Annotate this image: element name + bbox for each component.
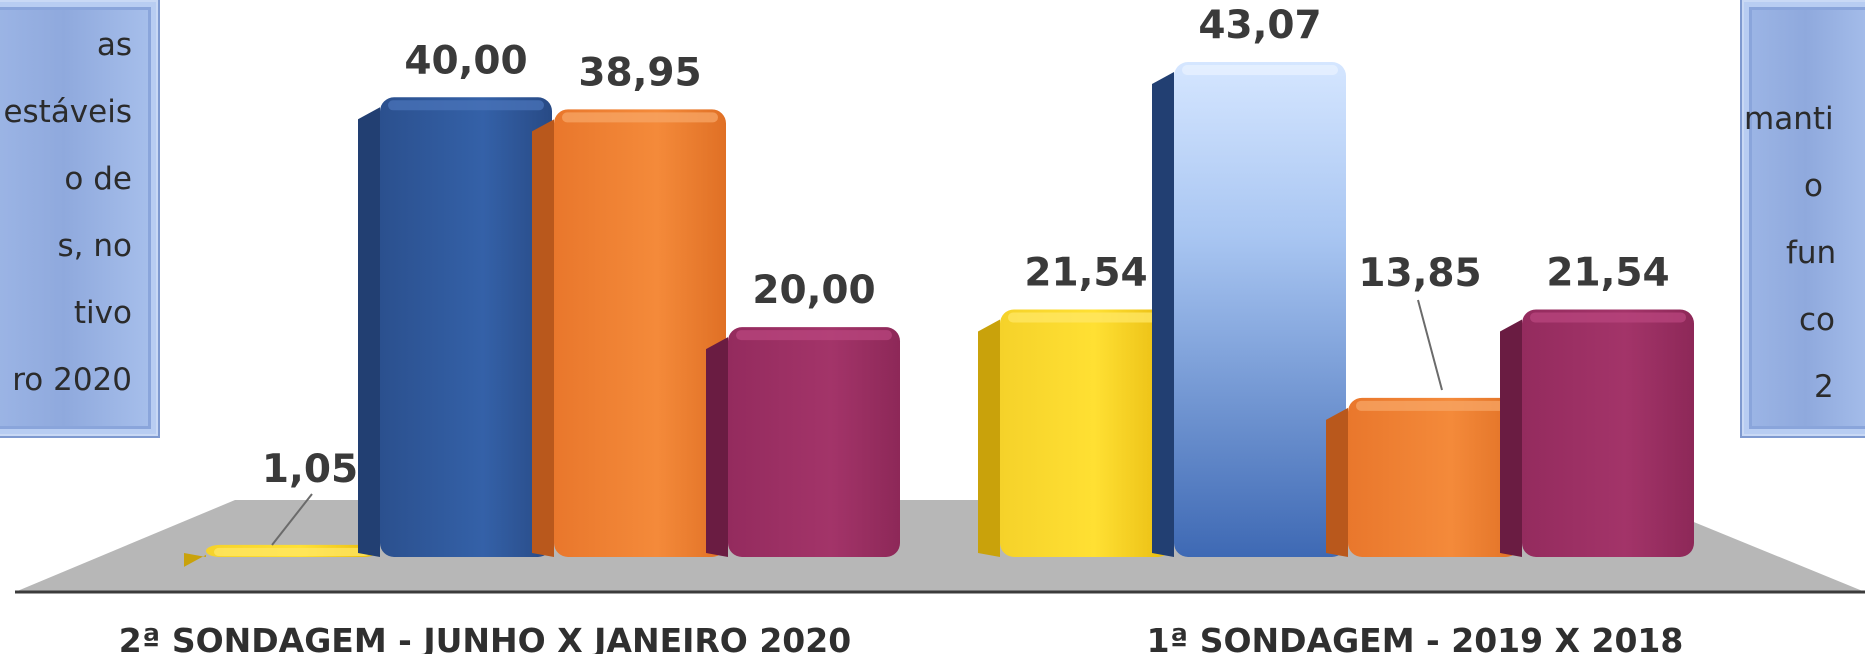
leader-line: [271, 493, 313, 546]
left-note-line: estáveis: [3, 94, 132, 130]
bar: [1152, 62, 1346, 557]
right-annotation-box: manti o fun co 2: [1742, 0, 1865, 436]
category-label: 2ª SONDAGEM - JUNHO X JANEIRO 2020: [119, 621, 851, 654]
bar: [1326, 397, 1520, 557]
bar-body: [380, 97, 552, 557]
bar-side: [184, 553, 206, 567]
data-label: 1,05: [262, 447, 358, 492]
bar: [978, 309, 1172, 557]
bar-top-highlight: [214, 547, 370, 556]
bar-top-highlight: [562, 112, 718, 123]
bar-body: [1174, 62, 1346, 557]
bar-body: [728, 327, 900, 557]
bar: [532, 109, 726, 557]
bar-top-highlight: [1530, 312, 1686, 323]
bar-top-highlight: [1356, 400, 1512, 411]
left-note-line: ro 2020: [12, 362, 132, 398]
leader-line: [1417, 299, 1443, 391]
bar-top-highlight: [388, 100, 544, 111]
bar-side: [1152, 72, 1174, 557]
bar-side: [706, 337, 728, 557]
bar: [184, 544, 378, 567]
bar-top-highlight: [736, 330, 892, 341]
bar-side: [978, 319, 1000, 557]
data-label: 40,00: [404, 38, 527, 83]
category-label: 1ª SONDAGEM - 2019 X 2018: [1147, 621, 1684, 654]
data-label: 21,54: [1024, 250, 1147, 295]
right-note-line: co: [1799, 302, 1836, 338]
bar-body: [1000, 309, 1172, 557]
right-note-line: o: [1804, 168, 1823, 204]
data-label: 43,07: [1198, 3, 1321, 48]
bar: [358, 97, 552, 557]
bar-side: [1326, 407, 1348, 557]
bar-body: [1522, 309, 1694, 557]
left-note-line: o de: [64, 161, 132, 197]
data-label: 20,00: [752, 268, 875, 313]
bar: [1500, 309, 1694, 557]
left-note-line: tivo: [73, 295, 132, 331]
bar-top-highlight: [1008, 312, 1164, 323]
bar: [706, 327, 900, 557]
bars: [184, 62, 1694, 567]
data-label: 13,85: [1358, 251, 1481, 296]
value-labels: 1,05 40,00 38,95 20,00 21,54 43,07 13,85 21,54: [262, 3, 1670, 546]
bar-body: [1348, 397, 1520, 557]
left-note-line: s, no: [57, 228, 132, 264]
bar-side: [358, 107, 380, 557]
bar-top-highlight: [1182, 65, 1338, 75]
right-note-line: manti: [1744, 101, 1834, 137]
right-note-line: 2: [1814, 369, 1834, 405]
data-label: 38,95: [578, 50, 701, 95]
bar-side: [532, 119, 554, 557]
right-note-line: fun: [1786, 235, 1837, 271]
bar-side: [1500, 319, 1522, 557]
left-annotation-box: as estáveis o de s, no tivo ro 2020: [0, 0, 158, 436]
data-label: 21,54: [1546, 250, 1669, 295]
bar-body: [554, 109, 726, 557]
left-note-line: as: [96, 27, 132, 63]
